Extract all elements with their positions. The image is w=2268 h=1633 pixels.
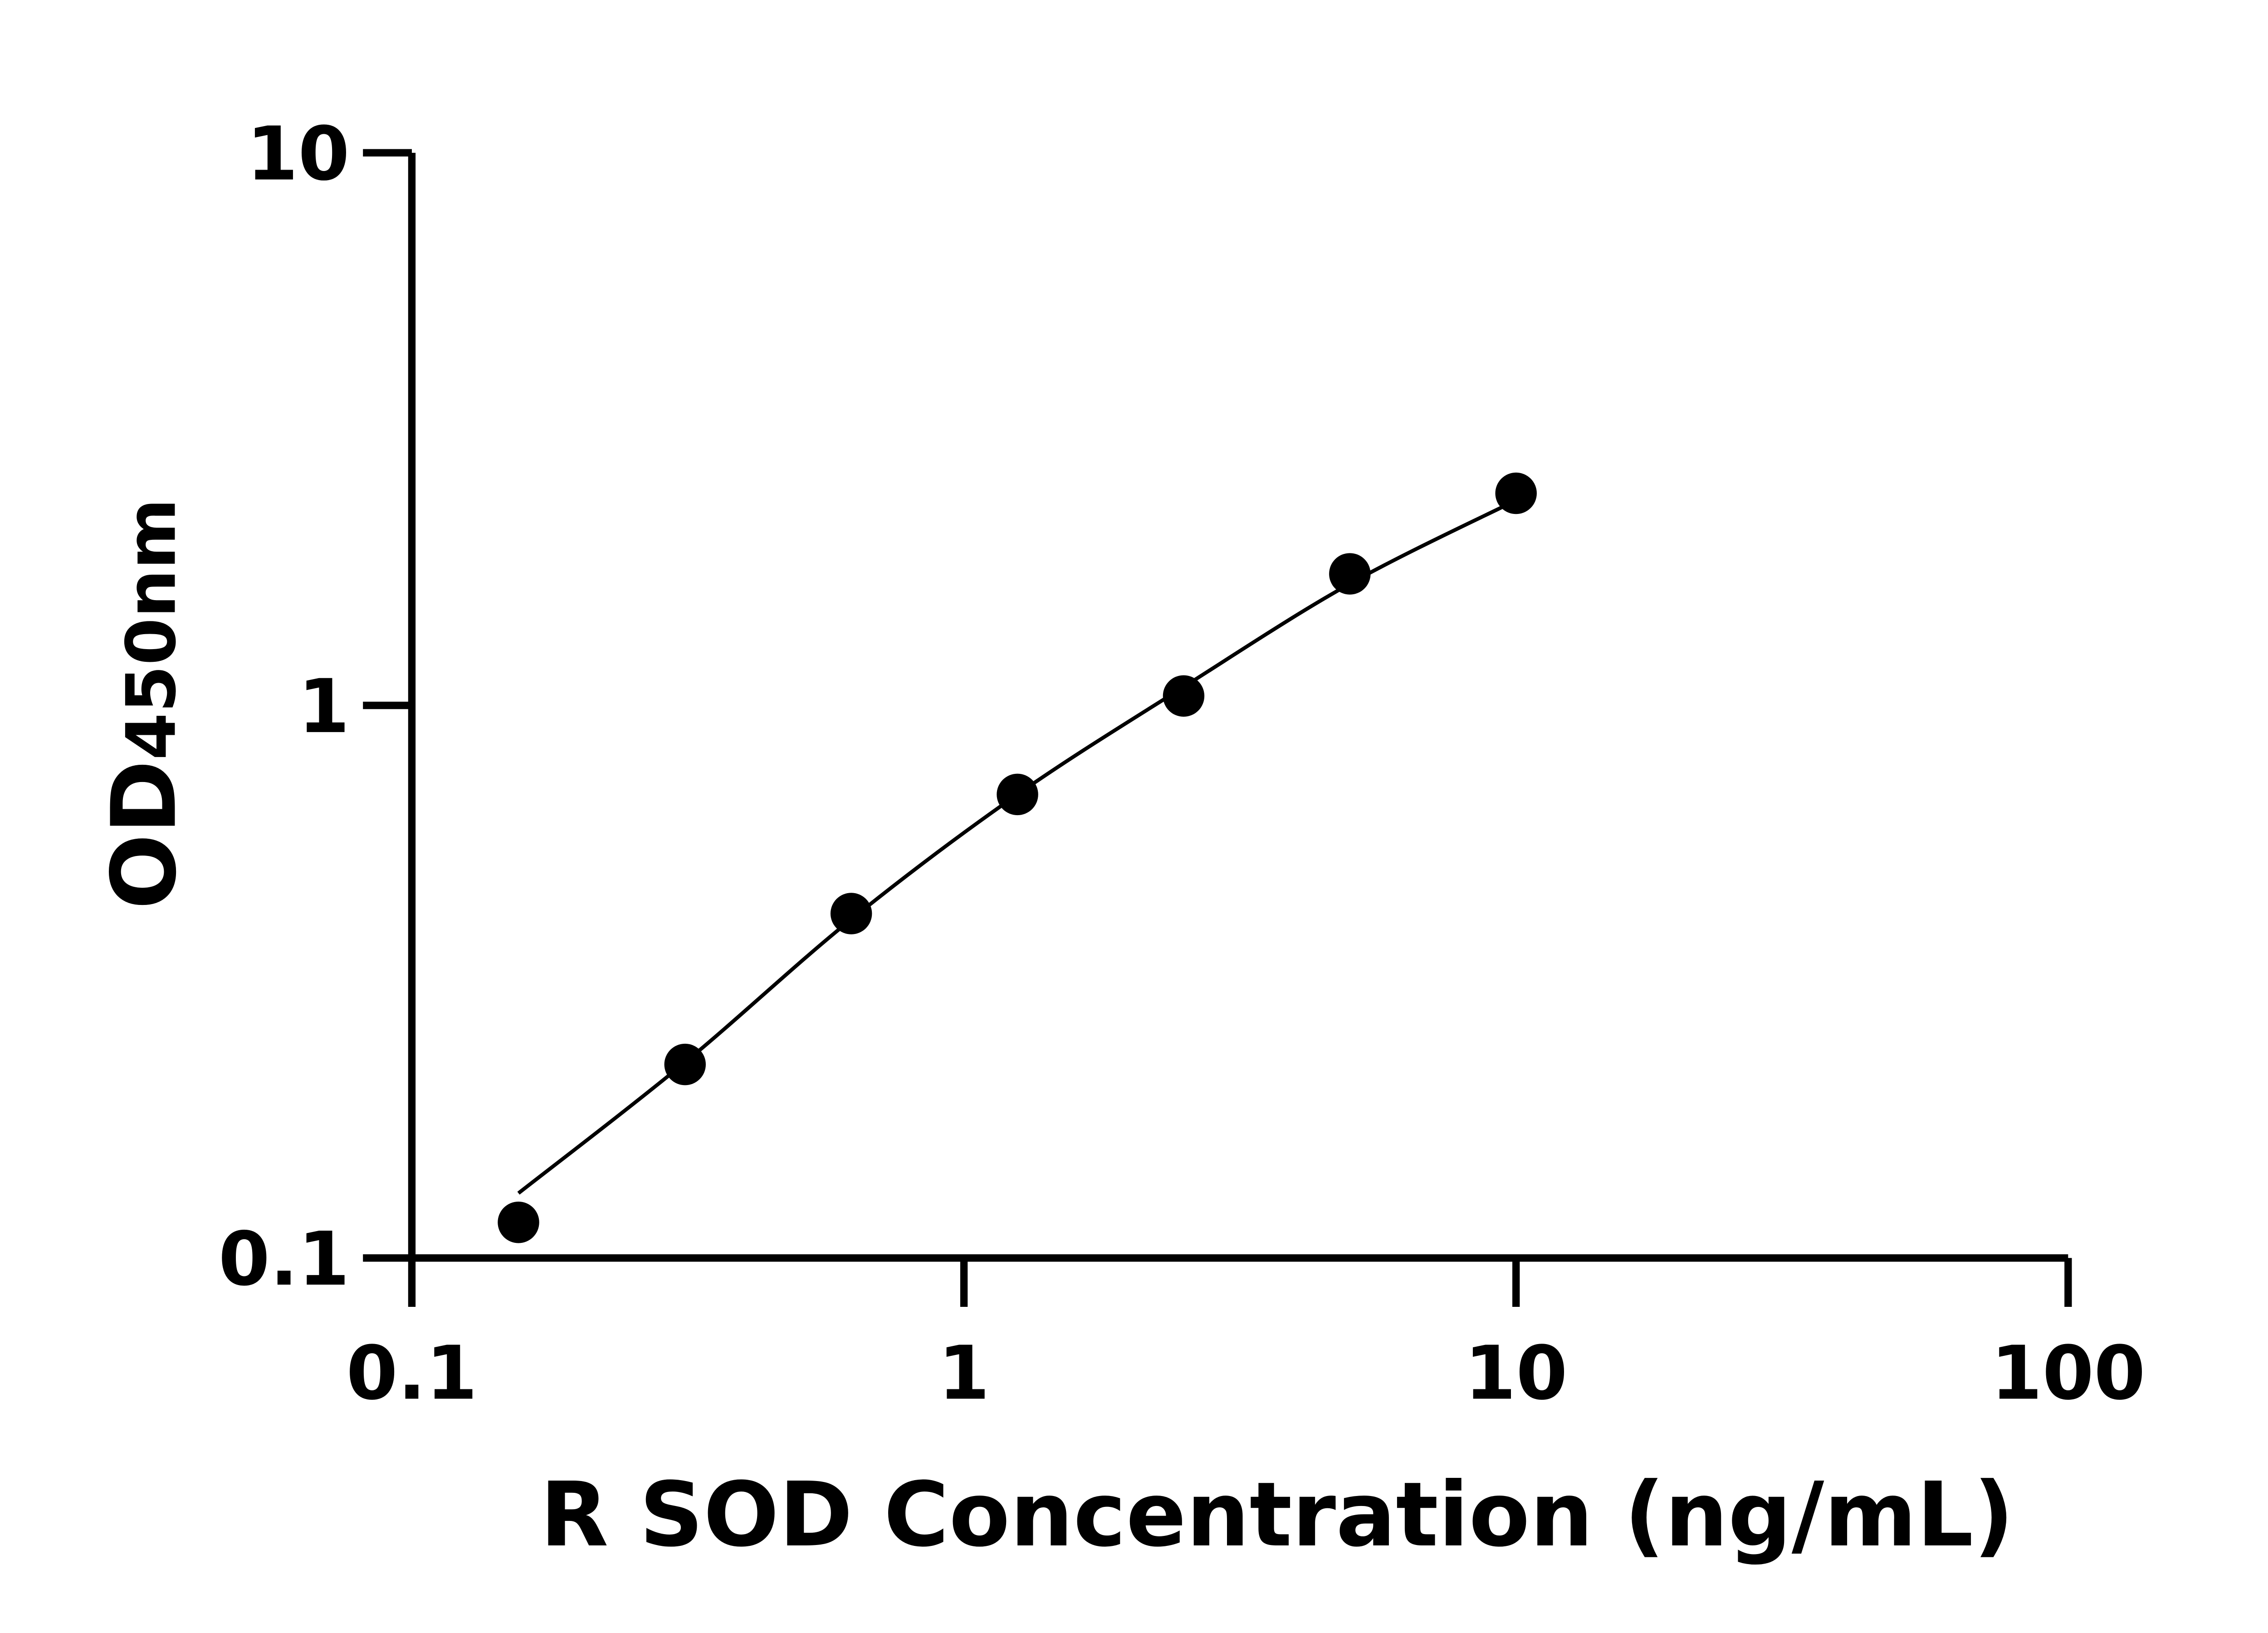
data-point [1329, 553, 1371, 595]
axes [408, 152, 2068, 1262]
x-tick-label: 1 [938, 1330, 990, 1417]
y-tick-label: 1 [298, 663, 350, 750]
x-axis-label: R SOD Concentration (ng/mL) [540, 1463, 2014, 1567]
data-point [1163, 675, 1205, 717]
data-point [830, 893, 872, 934]
ticks: 0.1 1 10 100 0.1 1 10 [218, 111, 2145, 1417]
x-tick-label: 100 [1991, 1330, 2146, 1417]
x-tick-label: 0.1 [346, 1330, 477, 1417]
data-point [664, 1043, 706, 1085]
data-point [498, 1202, 539, 1243]
data-point [997, 773, 1038, 816]
data-points [498, 472, 1537, 1243]
data-point [1495, 472, 1537, 514]
y-tick-label: 0.1 [218, 1216, 349, 1302]
y-axis-label-sub: 450nm [112, 499, 191, 760]
fit-curve [517, 499, 1517, 1195]
y-tick-label: 10 [247, 111, 350, 197]
y-axis-label: OD450nm [93, 499, 196, 909]
x-tick-label: 10 [1465, 1330, 1568, 1417]
svg-text:OD450nm: OD450nm [93, 499, 196, 909]
y-axis-label-main: OD [93, 760, 196, 909]
